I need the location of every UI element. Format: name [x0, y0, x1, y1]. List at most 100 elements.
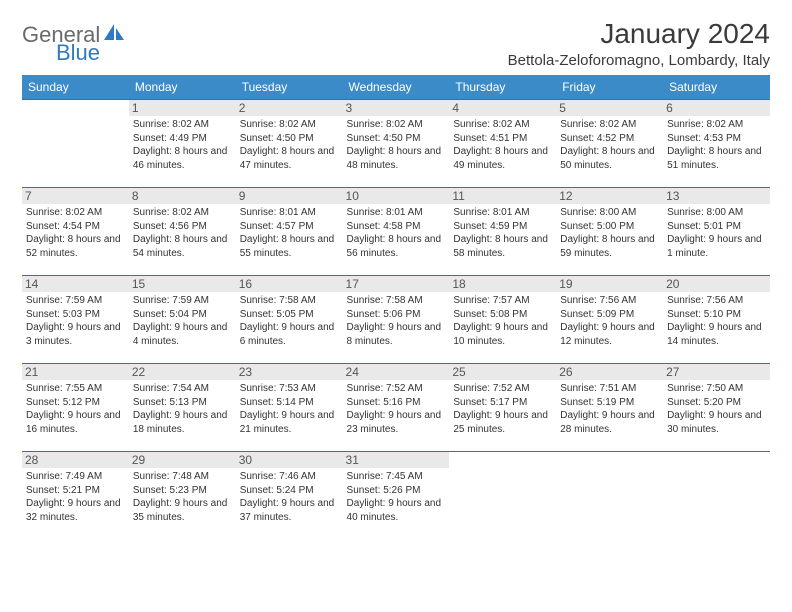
day-cell: 31Sunrise: 7:45 AMSunset: 5:26 PMDayligh… [343, 452, 450, 540]
day-number: 25 [449, 364, 556, 380]
month-title: January 2024 [508, 18, 770, 50]
location-subtitle: Bettola-Zeloforomagno, Lombardy, Italy [508, 52, 770, 69]
day-number: 18 [449, 276, 556, 292]
sunrise-text: Sunrise: 8:02 AM [26, 206, 125, 220]
sunset-text: Sunset: 5:08 PM [453, 308, 552, 322]
day-cell [22, 100, 129, 188]
daylight-text: Daylight: 8 hours and 58 minutes. [453, 233, 552, 260]
day-cell: 26 Sunrise: 7:51 AMSunset: 5:19 PMDayligh… [556, 364, 663, 452]
daylight-text: Daylight: 9 hours and 12 minutes. [560, 321, 659, 348]
daylight-text: Daylight: 9 hours and 23 minutes. [347, 409, 446, 436]
daylight-text: Daylight: 8 hours and 51 minutes. [667, 145, 766, 172]
daylight-text: Daylight: 8 hours and 55 minutes. [240, 233, 339, 260]
day-cell: 4Sunrise: 8:02 AMSunset: 4:51 PMDaylight… [449, 100, 556, 188]
day-number: 2 [236, 100, 343, 116]
sunset-text: Sunset: 5:16 PM [347, 396, 446, 410]
day-cell: 29Sunrise: 7:48 AMSunset: 5:23 PMDayligh… [129, 452, 236, 540]
day-number: 31 [343, 452, 450, 468]
header-wednesday: Wednesday [343, 75, 450, 100]
daylight-text: Daylight: 8 hours and 49 minutes. [453, 145, 552, 172]
day-info: Sunrise: 8:01 AMSunset: 4:59 PMDaylight:… [453, 206, 552, 260]
daylight-text: Daylight: 9 hours and 40 minutes. [347, 497, 446, 524]
sunset-text: Sunset: 4:57 PM [240, 220, 339, 234]
sunset-text: Sunset: 5:24 PM [240, 484, 339, 498]
day-number: 20 [663, 276, 770, 292]
day-number: 16 [236, 276, 343, 292]
sunrise-text: Sunrise: 7:51 AM [560, 382, 659, 396]
sunrise-text: Sunrise: 7:46 AM [240, 470, 339, 484]
daylight-text: Daylight: 8 hours and 59 minutes. [560, 233, 659, 260]
sunrise-text: Sunrise: 8:02 AM [133, 118, 232, 132]
sunrise-text: Sunrise: 7:57 AM [453, 294, 552, 308]
sunrise-text: Sunrise: 8:01 AM [240, 206, 339, 220]
day-number: 19 [556, 276, 663, 292]
day-info: Sunrise: 8:02 AMSunset: 4:50 PMDaylight:… [347, 118, 446, 172]
sunset-text: Sunset: 4:52 PM [560, 132, 659, 146]
week-row: 21Sunrise: 7:55 AMSunset: 5:12 PMDayligh… [22, 364, 770, 452]
day-number: 7 [22, 188, 129, 204]
day-info: Sunrise: 7:48 AMSunset: 5:23 PMDaylight:… [133, 470, 232, 524]
day-info: Sunrise: 8:01 AMSunset: 4:57 PMDaylight:… [240, 206, 339, 260]
day-info: Sunrise: 7:56 AMSunset: 5:10 PMDaylight:… [667, 294, 766, 348]
sunrise-text: Sunrise: 8:02 AM [133, 206, 232, 220]
sunrise-text: Sunrise: 8:02 AM [453, 118, 552, 132]
daylight-text: Daylight: 8 hours and 52 minutes. [26, 233, 125, 260]
day-number: 14 [22, 276, 129, 292]
day-info: Sunrise: 8:02 AMSunset: 4:53 PMDaylight:… [667, 118, 766, 172]
sunrise-text: Sunrise: 7:52 AM [347, 382, 446, 396]
sunrise-text: Sunrise: 7:52 AM [453, 382, 552, 396]
week-row: 14 Sunrise: 7:59 AMSunset: 5:03 PMDayligh… [22, 276, 770, 364]
sunrise-text: Sunrise: 7:48 AM [133, 470, 232, 484]
day-cell: 9 Sunrise: 8:01 AMSunset: 4:57 PMDaylight… [236, 188, 343, 276]
day-number: 27 [663, 364, 770, 380]
day-cell: 19 Sunrise: 7:56 AMSunset: 5:09 PMDayligh… [556, 276, 663, 364]
day-info: Sunrise: 7:54 AMSunset: 5:13 PMDaylight:… [133, 382, 232, 436]
logo-sail-icon [104, 24, 126, 47]
sunrise-text: Sunrise: 8:02 AM [667, 118, 766, 132]
sunset-text: Sunset: 5:04 PM [133, 308, 232, 322]
daylight-text: Daylight: 9 hours and 32 minutes. [26, 497, 125, 524]
day-number: 1 [129, 100, 236, 116]
sunset-text: Sunset: 5:12 PM [26, 396, 125, 410]
day-cell: 12Sunrise: 8:00 AMSunset: 5:00 PMDayligh… [556, 188, 663, 276]
day-cell: 20 Sunrise: 7:56 AMSunset: 5:10 PMDayligh… [663, 276, 770, 364]
day-number: 6 [663, 100, 770, 116]
day-cell: 22Sunrise: 7:54 AMSunset: 5:13 PMDayligh… [129, 364, 236, 452]
day-cell: 25Sunrise: 7:52 AMSunset: 5:17 PMDayligh… [449, 364, 556, 452]
logo-text-blue: Blue [56, 40, 100, 66]
day-number: 17 [343, 276, 450, 292]
sunset-text: Sunset: 5:09 PM [560, 308, 659, 322]
sunrise-text: Sunrise: 8:02 AM [347, 118, 446, 132]
day-cell [663, 452, 770, 540]
daylight-text: Daylight: 9 hours and 35 minutes. [133, 497, 232, 524]
day-cell: 30 Sunrise: 7:46 AMSunset: 5:24 PMDayligh… [236, 452, 343, 540]
day-number: 30 [236, 452, 343, 468]
day-number: 24 [343, 364, 450, 380]
daylight-text: Daylight: 8 hours and 47 minutes. [240, 145, 339, 172]
sunrise-text: Sunrise: 8:02 AM [560, 118, 659, 132]
day-info: Sunrise: 7:56 AMSunset: 5:09 PMDaylight:… [560, 294, 659, 348]
daylight-text: Daylight: 9 hours and 16 minutes. [26, 409, 125, 436]
sunrise-text: Sunrise: 7:58 AM [347, 294, 446, 308]
day-cell: 18 Sunrise: 7:57 AMSunset: 5:08 PMDayligh… [449, 276, 556, 364]
sunset-text: Sunset: 4:51 PM [453, 132, 552, 146]
header-tuesday: Tuesday [236, 75, 343, 100]
sunrise-text: Sunrise: 7:59 AM [26, 294, 125, 308]
day-info: Sunrise: 7:51 AMSunset: 5:19 PMDaylight:… [560, 382, 659, 436]
daylight-text: Daylight: 9 hours and 8 minutes. [347, 321, 446, 348]
day-cell: 28Sunrise: 7:49 AMSunset: 5:21 PMDayligh… [22, 452, 129, 540]
week-row: 7Sunrise: 8:02 AMSunset: 4:54 PMDaylight… [22, 188, 770, 276]
sunset-text: Sunset: 5:17 PM [453, 396, 552, 410]
daylight-text: Daylight: 9 hours and 37 minutes. [240, 497, 339, 524]
sunrise-text: Sunrise: 8:02 AM [240, 118, 339, 132]
day-number: 9 [236, 188, 343, 204]
day-number: 5 [556, 100, 663, 116]
day-cell: 17Sunrise: 7:58 AMSunset: 5:06 PMDayligh… [343, 276, 450, 364]
title-block: January 2024 Bettola-Zeloforomagno, Lomb… [508, 18, 770, 69]
page-header: General Blue January 2024 Bettola-Zelofo… [22, 18, 770, 69]
sunset-text: Sunset: 4:54 PM [26, 220, 125, 234]
day-info: Sunrise: 7:57 AMSunset: 5:08 PMDaylight:… [453, 294, 552, 348]
day-cell [449, 452, 556, 540]
day-number: 26 [556, 364, 663, 380]
day-info: Sunrise: 7:59 AMSunset: 5:03 PMDaylight:… [26, 294, 125, 348]
